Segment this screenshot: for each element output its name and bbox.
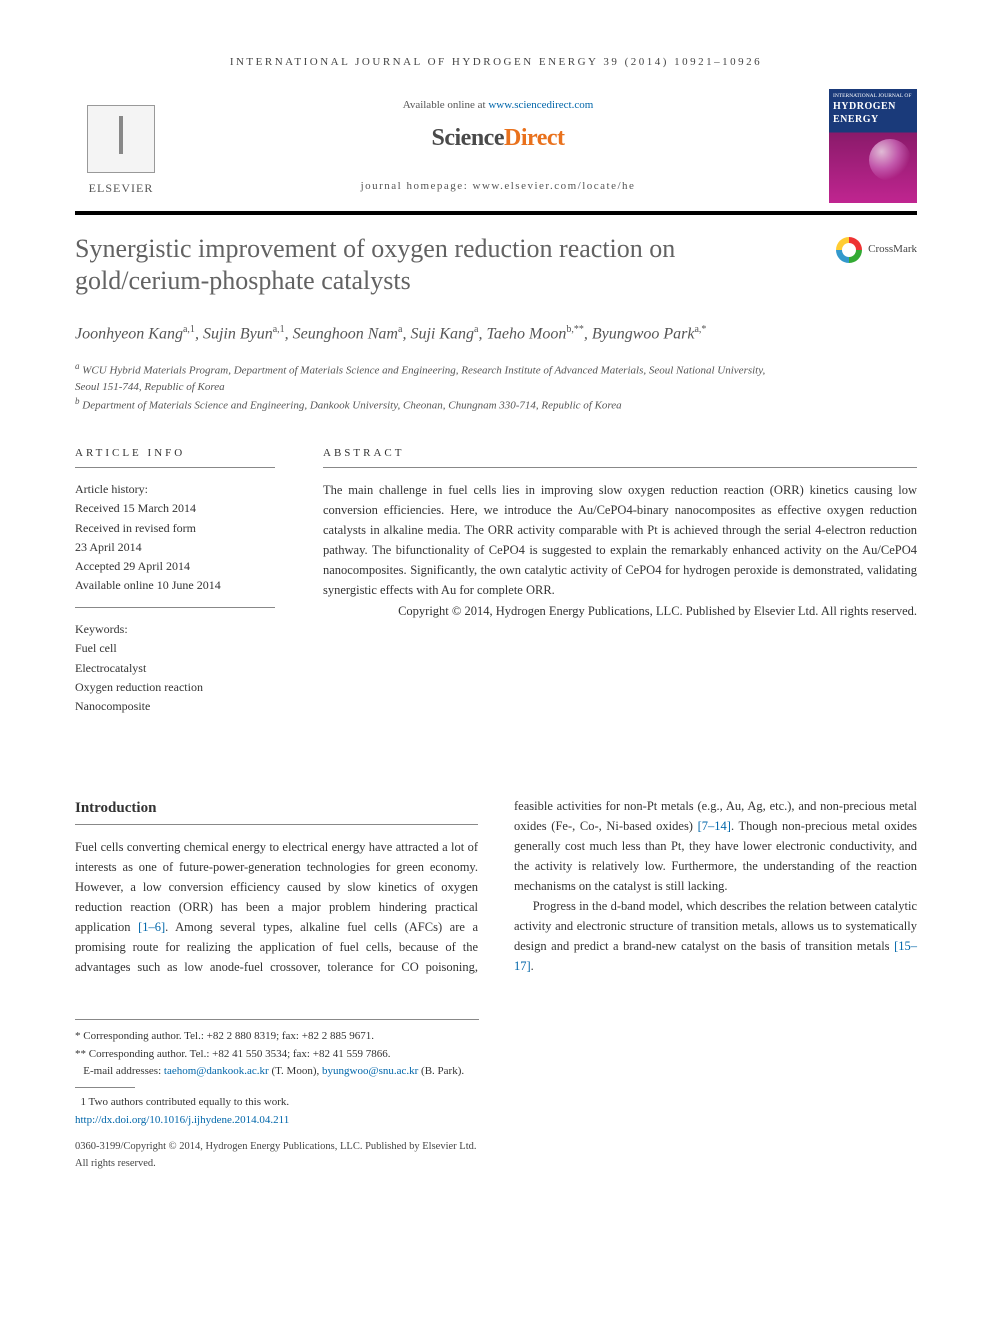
sciencedirect-logo[interactable]: ScienceDirect: [181, 120, 815, 156]
available-prefix: Available online at: [403, 99, 489, 111]
sciencedirect-link[interactable]: www.sciencedirect.com: [488, 99, 593, 111]
copyright-footer: 0360-3199/Copyright © 2014, Hydrogen Ene…: [75, 1139, 479, 1173]
history-revised-2: 23 April 2014: [75, 538, 275, 557]
elsevier-tree-icon: [87, 105, 155, 173]
affiliation-b: b Department of Materials Science and En…: [75, 395, 775, 414]
history-online: Available online 10 June 2014: [75, 576, 275, 595]
abstract-head: ABSTRACT: [323, 445, 917, 469]
keyword-item: Oxygen reduction reaction: [75, 678, 275, 697]
footnote-equal: 1 Two authors contributed equally to thi…: [75, 1094, 479, 1112]
crossmark-label: CrossMark: [868, 241, 917, 258]
footnotes: * Corresponding author. Tel.: +82 2 880 …: [75, 1019, 479, 1173]
abstract-text: The main challenge in fuel cells lies in…: [323, 480, 917, 600]
affiliation-a: a WCU Hybrid Materials Program, Departme…: [75, 360, 775, 396]
elsevier-logo[interactable]: ELSEVIER: [75, 95, 167, 197]
keyword-item: Electrocatalyst: [75, 659, 275, 678]
email-link[interactable]: byungwoo@snu.ac.kr: [322, 1065, 418, 1077]
sd-logo-left: Science: [432, 125, 504, 151]
abstract-copyright: Copyright © 2014, Hydrogen Energy Public…: [323, 602, 917, 621]
ref-link[interactable]: [1–6]: [138, 920, 165, 934]
email-link[interactable]: taehom@dankook.ac.kr: [164, 1065, 269, 1077]
introduction-head: Introduction: [75, 796, 478, 825]
footnote-corresponding-2: ** Corresponding author. Tel.: +82 41 55…: [75, 1046, 479, 1064]
history-received: Received 15 March 2014: [75, 499, 275, 518]
cover-title-1: HYDROGEN: [833, 101, 913, 112]
keyword-item: Fuel cell: [75, 639, 275, 658]
body-columns: Introduction Fuel cells converting chemi…: [75, 796, 917, 977]
masthead: ELSEVIER Available online at www.science…: [75, 89, 917, 215]
sd-logo-right: Direct: [504, 125, 565, 151]
doi-link[interactable]: http://dx.doi.org/10.1016/j.ijhydene.201…: [75, 1114, 289, 1126]
article-title: Synergistic improvement of oxygen reduct…: [75, 233, 755, 298]
article-history: Article history: Received 15 March 2014 …: [75, 480, 275, 608]
running-head: INTERNATIONAL JOURNAL OF HYDROGEN ENERGY…: [75, 54, 917, 71]
crossmark-badge[interactable]: CrossMark: [836, 237, 917, 263]
affiliations: a WCU Hybrid Materials Program, Departme…: [75, 360, 775, 415]
cover-title-2: ENERGY: [833, 114, 913, 125]
ref-link[interactable]: [7–14]: [698, 819, 731, 833]
cover-top-text: INTERNATIONAL JOURNAL OF: [833, 93, 913, 99]
body-paragraph: Progress in the d-band model, which desc…: [514, 896, 917, 976]
available-online: Available online at www.sciencedirect.co…: [181, 97, 815, 114]
article-info: ARTICLE INFO Article history: Received 1…: [75, 445, 275, 717]
footnote-corresponding-1: * Corresponding author. Tel.: +82 2 880 …: [75, 1028, 479, 1046]
cover-art-icon: [869, 139, 911, 181]
masthead-center: Available online at www.sciencedirect.co…: [167, 97, 829, 194]
article-info-head: ARTICLE INFO: [75, 445, 275, 469]
journal-homepage: journal homepage: www.elsevier.com/locat…: [181, 178, 815, 195]
elsevier-name: ELSEVIER: [89, 179, 154, 197]
abstract-column: ABSTRACT The main challenge in fuel cell…: [323, 445, 917, 717]
crossmark-icon: [836, 237, 862, 263]
journal-cover[interactable]: INTERNATIONAL JOURNAL OF HYDROGEN ENERGY: [829, 89, 917, 203]
keyword-item: Nanocomposite: [75, 697, 275, 716]
keywords: Keywords: Fuel cell Electrocatalyst Oxyg…: [75, 620, 275, 716]
history-revised-1: Received in revised form: [75, 519, 275, 538]
footnote-emails: E-mail addresses: taehom@dankook.ac.kr (…: [75, 1063, 479, 1081]
keywords-label: Keywords:: [75, 620, 275, 639]
history-label: Article history:: [75, 480, 275, 499]
history-accepted: Accepted 29 April 2014: [75, 557, 275, 576]
authors: Joonhyeon Kanga,1, Sujin Byuna,1, Seungh…: [75, 322, 775, 346]
